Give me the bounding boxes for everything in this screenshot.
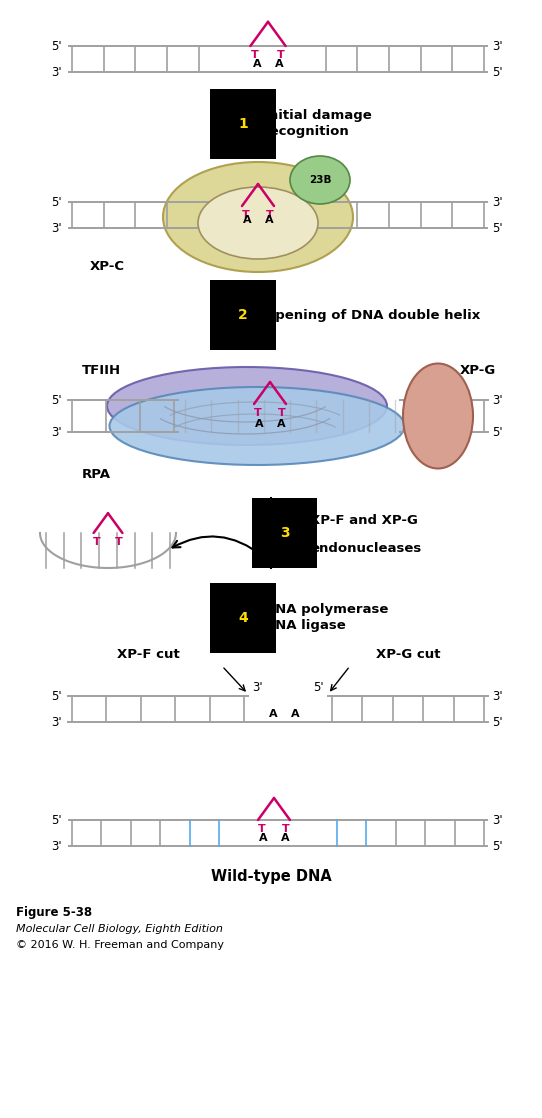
Text: A: A bbox=[275, 59, 283, 69]
Text: DNA polymerase: DNA polymerase bbox=[264, 604, 389, 616]
Text: XP-F cut: XP-F cut bbox=[117, 647, 179, 661]
Text: T: T bbox=[115, 537, 122, 547]
Text: 3': 3' bbox=[51, 221, 62, 235]
Text: endonucleases: endonucleases bbox=[310, 541, 421, 555]
Text: T: T bbox=[242, 210, 250, 220]
Text: A: A bbox=[291, 709, 299, 719]
Ellipse shape bbox=[109, 387, 404, 465]
Text: A: A bbox=[269, 709, 278, 719]
Text: T: T bbox=[254, 408, 262, 418]
Ellipse shape bbox=[107, 367, 387, 445]
Text: 3': 3' bbox=[492, 394, 502, 407]
Text: Initial damage: Initial damage bbox=[264, 110, 372, 123]
Text: 5': 5' bbox=[51, 690, 62, 702]
Text: T: T bbox=[278, 408, 286, 418]
Text: 5': 5' bbox=[51, 814, 62, 826]
Text: 5': 5' bbox=[51, 196, 62, 208]
Text: 3': 3' bbox=[492, 814, 502, 826]
Text: T: T bbox=[282, 824, 290, 834]
Ellipse shape bbox=[290, 157, 350, 203]
Text: 3': 3' bbox=[51, 716, 62, 729]
Ellipse shape bbox=[403, 363, 473, 468]
Text: RPA: RPA bbox=[82, 467, 111, 481]
Text: T: T bbox=[251, 50, 259, 60]
Text: XP-G: XP-G bbox=[460, 363, 496, 377]
Text: 3': 3' bbox=[252, 681, 263, 694]
Text: A: A bbox=[276, 419, 285, 429]
Text: A: A bbox=[264, 215, 273, 225]
Text: 3': 3' bbox=[51, 840, 62, 853]
Text: Figure 5-38: Figure 5-38 bbox=[16, 906, 92, 919]
Text: 3: 3 bbox=[280, 525, 289, 540]
Text: 5': 5' bbox=[51, 394, 62, 407]
Text: Molecular Cell Biology, Eighth Edition: Molecular Cell Biology, Eighth Edition bbox=[16, 923, 223, 934]
Text: T: T bbox=[93, 537, 101, 547]
Text: TFIIH: TFIIH bbox=[82, 363, 121, 377]
Text: DNA ligase: DNA ligase bbox=[264, 619, 346, 633]
Text: XP-G cut: XP-G cut bbox=[376, 647, 440, 661]
Text: 23B: 23B bbox=[309, 176, 331, 184]
Text: 5': 5' bbox=[492, 426, 502, 438]
Text: 5': 5' bbox=[313, 681, 324, 694]
Text: 3': 3' bbox=[492, 196, 502, 208]
Ellipse shape bbox=[163, 162, 353, 272]
Text: 5': 5' bbox=[492, 716, 502, 729]
Text: T: T bbox=[266, 210, 274, 220]
Text: 4: 4 bbox=[238, 612, 248, 625]
Text: A: A bbox=[281, 833, 289, 843]
Text: T: T bbox=[258, 824, 266, 834]
Text: recognition: recognition bbox=[264, 125, 350, 139]
Text: A: A bbox=[243, 215, 251, 225]
Ellipse shape bbox=[198, 187, 318, 259]
Text: Wild-type DNA: Wild-type DNA bbox=[211, 869, 331, 883]
Text: XP-C: XP-C bbox=[90, 259, 125, 273]
Text: 3': 3' bbox=[492, 690, 502, 702]
Text: 3': 3' bbox=[51, 426, 62, 438]
Text: © 2016 W. H. Freeman and Company: © 2016 W. H. Freeman and Company bbox=[16, 940, 224, 950]
Text: 5': 5' bbox=[492, 66, 502, 78]
Text: 1: 1 bbox=[238, 117, 248, 131]
Text: Opening of DNA double helix: Opening of DNA double helix bbox=[264, 309, 480, 322]
Text: A: A bbox=[259, 833, 267, 843]
Text: 2: 2 bbox=[238, 307, 248, 322]
Text: 3': 3' bbox=[492, 39, 502, 53]
Text: A: A bbox=[253, 59, 261, 69]
Text: 5': 5' bbox=[492, 221, 502, 235]
Text: 3': 3' bbox=[51, 66, 62, 78]
Text: A: A bbox=[255, 419, 263, 429]
Text: 5': 5' bbox=[492, 840, 502, 853]
Text: XP-F and XP-G: XP-F and XP-G bbox=[310, 513, 418, 527]
Text: 5': 5' bbox=[51, 39, 62, 53]
Text: T: T bbox=[278, 50, 285, 60]
